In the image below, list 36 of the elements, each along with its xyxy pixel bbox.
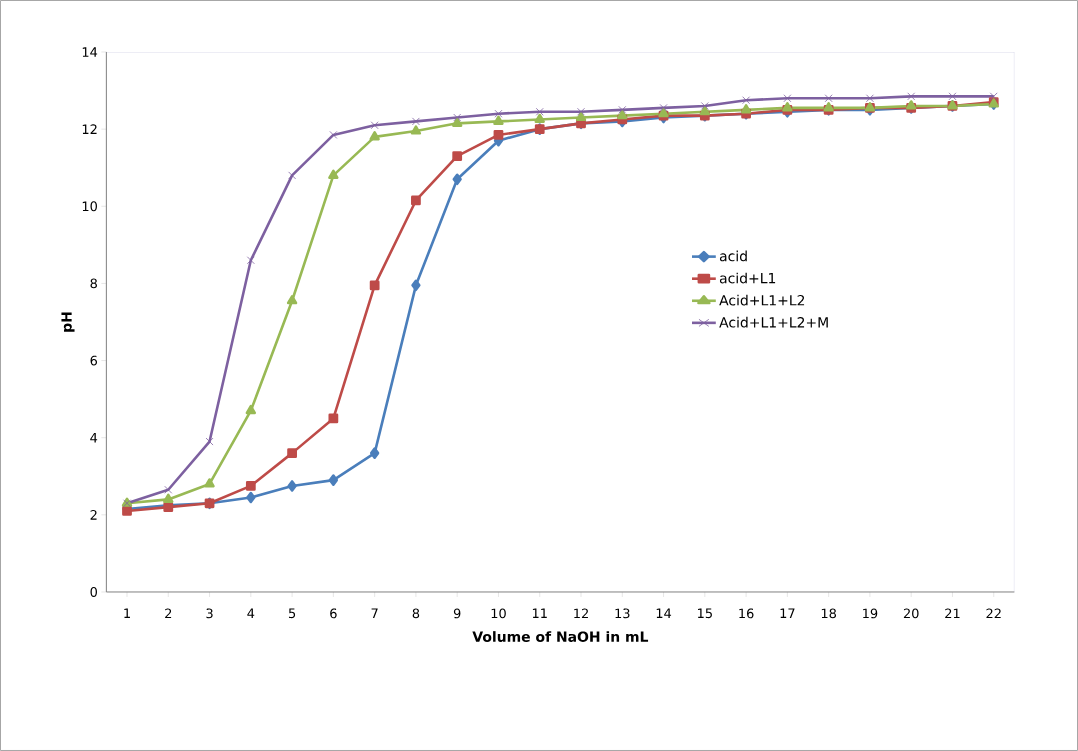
- x-tick-label: 8: [412, 608, 420, 619]
- x-tick-label: 9: [453, 608, 461, 619]
- x-tick-label: 12: [574, 608, 588, 619]
- x-tick-label: 1: [124, 608, 130, 618]
- x-tick-label: 3: [206, 608, 213, 619]
- x-tick-label: 18: [821, 608, 836, 619]
- legend-label: Acid+L1+L2: [719, 294, 805, 306]
- x-tick-label: 5: [288, 608, 296, 619]
- y-tick-label: 0: [90, 587, 97, 597]
- y-tick-label: 2: [90, 510, 97, 520]
- x-tick-label: 13: [615, 608, 630, 619]
- x-tick-label: 14: [656, 608, 672, 618]
- x-tick-label: 7: [371, 608, 378, 618]
- legend-label: Acid+L1+L2+M: [719, 316, 828, 328]
- y-tick-label: 6: [90, 355, 98, 366]
- x-tick-label: 15: [698, 608, 712, 619]
- x-tick-label: 21: [945, 608, 960, 619]
- y-tick-label: 14: [82, 47, 98, 57]
- x-tick-label: 6: [330, 608, 337, 619]
- x-tick-label: 22: [986, 608, 1001, 619]
- x-tick-label: 10: [491, 608, 506, 619]
- y-tick-label: 10: [82, 201, 97, 212]
- x-tick-label: 11: [532, 608, 547, 618]
- x-tick-label: 20: [903, 608, 919, 619]
- y-tick-label: 4: [90, 432, 98, 443]
- y-axis-title: pH: [61, 312, 75, 332]
- x-axis-title: Volume of NaOH in mL: [472, 631, 649, 642]
- legend-label: acid+L1: [719, 272, 776, 284]
- x-tick-label: 4: [247, 608, 255, 618]
- x-tick-label: 17: [780, 608, 795, 618]
- legend-label: acid: [719, 250, 747, 262]
- x-tick-label: 19: [863, 608, 878, 619]
- x-tick-label: 2: [165, 608, 172, 619]
- x-tick-label: 16: [739, 608, 754, 619]
- y-tick-label: 12: [82, 124, 97, 134]
- y-tick-label: 8: [90, 278, 97, 289]
